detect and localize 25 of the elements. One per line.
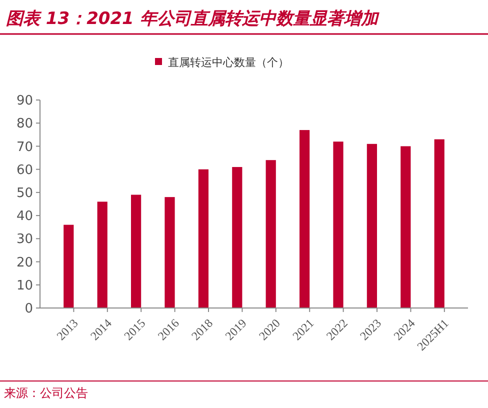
bar xyxy=(366,144,378,308)
bar xyxy=(130,194,142,308)
legend-label: 直属转运中心数量（个） xyxy=(168,56,289,69)
y-tick-label: 20 xyxy=(16,255,33,270)
bar xyxy=(64,224,74,308)
y-tick-label: 90 xyxy=(16,94,33,109)
bar xyxy=(266,160,276,308)
bar xyxy=(97,202,108,308)
bar xyxy=(434,139,444,308)
y-tick-label: 70 xyxy=(16,140,33,155)
bar xyxy=(198,169,209,308)
y-tick-label: 30 xyxy=(16,232,33,248)
bar xyxy=(400,146,411,308)
y-tick-label: 40 xyxy=(16,209,33,224)
source-note: 来源：公司公告 xyxy=(4,386,88,400)
y-tick-label: 60 xyxy=(16,162,33,178)
bar xyxy=(232,167,242,308)
bar xyxy=(333,142,344,308)
bar xyxy=(164,197,175,308)
y-tick-label: 80 xyxy=(16,116,33,132)
y-tick-label: 50 xyxy=(16,186,33,201)
y-tick-label: 0 xyxy=(24,302,33,317)
chart-title: 图表 13：2021 年公司直属转运中数量显著增加 xyxy=(6,9,380,29)
bar xyxy=(299,130,310,308)
y-tick-label: 10 xyxy=(16,278,33,294)
